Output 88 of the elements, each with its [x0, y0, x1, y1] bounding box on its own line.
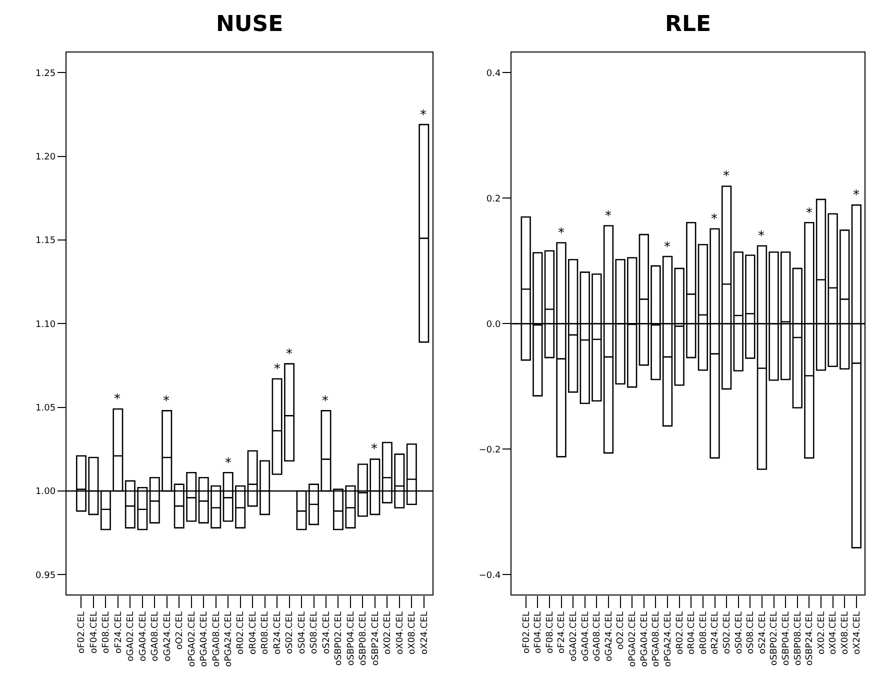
x-tick-label: oSBP04.CEL	[346, 611, 356, 666]
x-tick-label: oS08.CEL	[310, 611, 320, 654]
x-tick-label: oSBP04.CEL	[782, 611, 792, 666]
annotation: *	[225, 456, 232, 471]
annotation: *	[558, 226, 565, 241]
annotation: *	[114, 392, 121, 407]
annotation: *	[664, 240, 671, 255]
y-tick-label: 1.15	[36, 236, 56, 246]
x-tick-label: oPGA04.CEL	[640, 611, 650, 667]
x-tick-label: oGA24.CEL	[162, 611, 173, 662]
x-tick-label: oS04.CEL	[734, 611, 744, 654]
y-tick-label: −0.4	[478, 570, 502, 581]
x-tick-label: oGA04.CEL	[580, 611, 591, 662]
x-tick-label: oS02.CEL	[285, 611, 296, 654]
x-tick-label: oS08.CEL	[746, 611, 756, 654]
y-tick-label: 0.4	[486, 68, 501, 79]
x-tick-label: oR02.CEL	[675, 611, 686, 655]
y-tick-label: 0.0	[486, 320, 501, 330]
x-tick-label: oPGA08.CEL	[212, 611, 222, 667]
annotation: *	[322, 394, 329, 409]
x-tick-label: oGA04.CEL	[138, 611, 148, 662]
y-tick-label: 1.00	[36, 487, 56, 498]
x-tick-label: oF24.CEL	[114, 611, 124, 654]
x-tick-label: oS24.CEL	[322, 611, 332, 654]
annotation: *	[806, 206, 813, 221]
x-tick-label: oR24.CEL	[710, 611, 721, 655]
x-tick-label: oR04.CEL	[687, 611, 698, 655]
x-tick-label: oSBP08.CEL	[793, 611, 804, 666]
annotation: *	[286, 347, 293, 362]
x-tick-label: oX02.CEL	[816, 611, 827, 654]
y-tick-label: 1.25	[36, 68, 56, 79]
annotation: *	[274, 362, 281, 377]
x-tick-label: oSBP24.CEL	[370, 611, 381, 666]
x-tick-label: oPGA08.CEL	[652, 611, 662, 667]
annotation: *	[723, 169, 730, 184]
chart-title: RLE	[665, 12, 711, 37]
x-tick-label: oO2.CEL	[175, 611, 186, 650]
x-tick-label: oF04.CEL	[89, 611, 100, 654]
y-tick-label: 0.95	[36, 570, 56, 581]
x-tick-label: oSBP08.CEL	[358, 611, 369, 666]
x-tick-label: oPGA04.CEL	[200, 611, 210, 667]
x-tick-label: oX24.CEL	[420, 611, 430, 654]
x-tick-label: oSBP02.CEL	[770, 611, 780, 666]
annotation: *	[711, 212, 718, 227]
x-tick-label: oPGA24.CEL	[224, 611, 234, 667]
chart-title: NUSE	[216, 12, 284, 37]
x-tick-label: oX08.CEL	[408, 611, 418, 654]
x-tick-label: oGA02.CEL	[126, 611, 136, 662]
y-tick-label: 1.20	[36, 152, 56, 162]
x-tick-label: oR08.CEL	[260, 611, 271, 655]
annotation: *	[420, 108, 427, 123]
annotation: *	[758, 229, 765, 244]
x-tick-label: oF02.CEL	[522, 611, 532, 654]
annotation: *	[163, 394, 170, 409]
x-tick-label: oX08.CEL	[840, 611, 851, 654]
x-tick-label: oPGA24.CEL	[663, 611, 674, 667]
x-tick-label: oR04.CEL	[248, 611, 258, 655]
x-tick-label: oX04.CEL	[395, 611, 406, 654]
x-tick-label: oR08.CEL	[698, 611, 709, 655]
y-tick-label: 1.10	[36, 320, 56, 330]
x-tick-label: oGA08.CEL	[150, 611, 161, 662]
annotation: *	[371, 442, 378, 457]
y-tick-label: 0.2	[486, 194, 501, 204]
x-tick-label: oF04.CEL	[534, 611, 544, 654]
x-tick-label: oF24.CEL	[557, 611, 568, 654]
x-tick-label: oO2.CEL	[616, 611, 626, 650]
y-tick-label: 1.05	[36, 403, 56, 414]
annotation: *	[853, 188, 860, 203]
x-tick-label: oX02.CEL	[383, 611, 394, 654]
y-tick-label: −0.2	[478, 445, 501, 456]
x-tick-label: oX24.CEL	[852, 611, 862, 654]
x-tick-label: oR02.CEL	[236, 611, 246, 655]
annotation: *	[605, 209, 612, 224]
x-tick-label: oGA24.CEL	[604, 611, 614, 662]
x-tick-label: oGA02.CEL	[569, 611, 579, 662]
x-tick-label: oS02.CEL	[722, 611, 732, 654]
x-tick-label: oF08.CEL	[102, 611, 112, 654]
x-tick-label: oS24.CEL	[758, 611, 768, 654]
x-tick-label: oPGA02.CEL	[187, 611, 198, 667]
x-tick-label: oSBP02.CEL	[334, 611, 344, 666]
x-tick-label: oF08.CEL	[545, 611, 556, 654]
x-tick-label: oS04.CEL	[297, 611, 308, 654]
x-tick-label: oPGA02.CEL	[628, 611, 638, 667]
x-tick-label: oSBP24.CEL	[805, 611, 816, 666]
x-tick-label: oR24.CEL	[272, 611, 283, 655]
x-tick-label: oGA08.CEL	[592, 611, 603, 662]
x-tick-label: oX04.CEL	[828, 611, 839, 654]
x-tick-label: oF02.CEL	[77, 611, 88, 654]
